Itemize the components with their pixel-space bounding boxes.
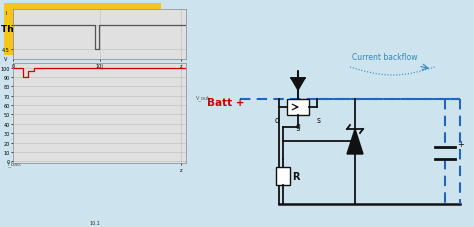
Bar [276,167,290,185]
Polygon shape [347,129,363,154]
Text: Batt +: Batt + [207,98,245,108]
Text: I: I [5,10,7,15]
Polygon shape [291,79,305,91]
Text: s: s [317,116,321,124]
Text: Disadvantage 2:
There is a reverse current input
power drop test: Disadvantage 2: There is a reverse curre… [1,14,164,46]
FancyBboxPatch shape [4,4,161,56]
Text: Current backflow: Current backflow [352,53,418,62]
Text: I_batt: I_batt [8,160,22,166]
Text: V: V [4,57,8,62]
Text: R: R [292,171,300,181]
Text: +: + [457,140,464,149]
Text: 10.1: 10.1 [90,220,100,225]
Bar [287,100,309,116]
Text: V_out: V_out [196,95,210,100]
Text: g: g [296,121,301,131]
Text: d: d [274,116,280,124]
